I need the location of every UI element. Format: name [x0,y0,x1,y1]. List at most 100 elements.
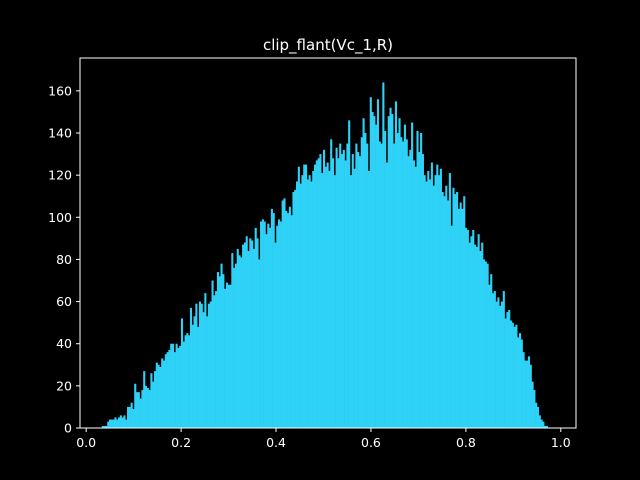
histogram-bar [335,147,338,428]
y-tick-label: 100 [48,210,72,225]
histogram-bar [321,173,324,428]
histogram-bar [542,421,545,428]
histogram-bar [522,352,525,428]
histogram-bar [483,259,486,428]
histogram-bar [123,415,126,428]
histogram-bar [114,417,117,428]
histogram-bar [270,208,273,428]
histogram-bar [518,333,522,428]
histogram-bar [448,173,451,428]
histogram-bar [317,158,320,429]
histogram-bar [175,343,178,428]
histogram-bar [173,352,176,428]
histogram-bar [466,229,469,428]
histogram-bar [333,175,336,428]
histogram-bar [400,137,403,429]
histogram-bar [362,118,365,428]
histogram-bar [340,154,344,428]
histogram-bar [118,417,121,428]
histogram-bar [445,185,448,428]
histogram-bar [328,170,331,428]
histogram-bar [220,263,223,428]
histogram-bar [531,381,534,428]
histogram-bar [412,160,415,428]
histogram-bar [251,240,254,428]
histogram-bar [204,293,207,428]
histogram-bar [384,130,387,428]
histogram-bar [207,303,211,428]
histogram-bar [231,253,234,428]
histogram-bar [285,210,288,428]
histogram-bar [421,154,424,428]
histogram-bar [294,189,297,428]
histogram-bar [418,151,421,428]
histogram-bar [218,276,221,428]
histogram-bar [209,301,212,428]
histogram-bar [252,248,255,428]
histogram-bar [105,425,108,428]
histogram-bar [474,244,477,428]
x-tick-label: 0.2 [171,435,191,450]
histogram-bar [143,371,146,428]
histogram-bar [497,297,500,428]
histogram-bar [193,316,196,428]
histogram-bar [166,352,169,428]
histogram-bar [402,141,405,428]
histogram-bar [242,244,245,428]
histogram-bar [515,324,518,428]
histogram-bar [380,143,383,429]
y-tick-label: 60 [56,294,72,309]
histogram-bar [358,156,362,428]
histogram-bar [520,339,523,428]
histogram-bar [416,130,419,428]
histogram-bar [491,293,495,428]
histogram-bar [233,267,236,428]
histogram-bars [101,82,549,429]
histogram-bar [186,333,189,428]
histogram-bar [195,303,198,428]
histogram-bar [533,390,536,428]
histogram-bar [465,227,468,428]
x-tick-label: 0.0 [76,435,96,450]
histogram-bar [312,170,315,428]
histogram-bar [162,360,166,428]
histogram-bar [382,82,385,428]
histogram-bar [179,345,182,428]
histogram-bar [171,343,175,428]
histogram-bar [303,164,306,428]
histogram-bar [137,392,140,428]
histogram-bar [337,158,340,429]
histogram-bar [420,133,423,428]
histogram-bar [477,234,480,428]
histogram-bar [281,200,284,428]
histogram-bar [540,419,543,428]
histogram-bar [216,272,219,428]
histogram-bar [535,402,538,428]
histogram-bar [398,118,401,428]
histogram-bar [459,202,462,428]
y-tick-label: 0 [64,421,72,436]
histogram-bar [234,263,237,428]
histogram-bar [436,164,439,428]
histogram-bar [331,158,335,429]
histogram-bar [403,124,406,428]
histogram-bar [369,97,372,428]
histogram-bar [139,398,142,428]
histogram-bar [306,179,309,428]
histogram-bar [364,133,367,428]
histogram-bar [486,263,489,428]
histogram-bar [127,406,130,428]
histogram-bar [432,185,435,428]
histogram-bar [475,246,478,428]
x-tick-label: 0.8 [456,435,476,450]
histogram-bar [116,419,119,428]
histogram-bar [238,255,241,428]
histogram-bar [135,392,139,428]
histogram-bar [164,354,167,428]
histogram-bar [319,154,322,428]
histogram-bar [490,274,493,428]
histogram-bar [297,166,300,428]
histogram-bar [488,284,491,428]
histogram-bar [351,154,354,428]
histogram-bar [409,149,412,428]
